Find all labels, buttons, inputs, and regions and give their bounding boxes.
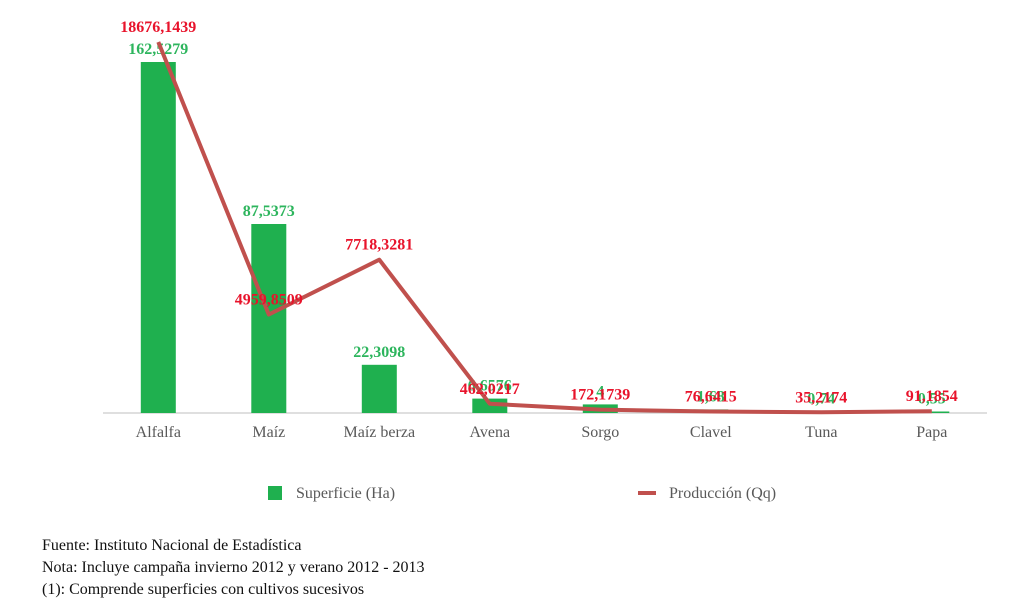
line-group: 18676,1439 4959,8509 7718,3281 462,0217 172,… — [120, 19, 958, 415]
bar-2 — [361, 364, 397, 413]
notes: Fuente: Instituto Nacional de Estadístic… — [42, 535, 425, 601]
line-value-label-2: 7718,3281 — [345, 237, 413, 254]
line-value-label-0: 18676,1439 — [120, 19, 196, 36]
legend-label-produccion: Producción (Qq) — [669, 485, 776, 502]
bar-1 — [251, 224, 287, 413]
category-label-3: Avena — [470, 424, 511, 441]
category-label-6: Tuna — [805, 424, 837, 441]
category-label-5: Clavel — [690, 424, 732, 441]
bar-value-label-1: 87,5373 — [243, 203, 295, 220]
bar-0 — [140, 62, 176, 413]
category-label-2: Maíz berza — [344, 424, 416, 441]
line-value-label-1: 4959,8509 — [235, 292, 303, 309]
category-label-1: Maíz — [252, 424, 285, 441]
note-footnote: (1): Comprende superficies con cultivos … — [42, 581, 365, 598]
line-value-label-4: 172,1739 — [570, 387, 630, 404]
line-value-label-5: 76,6415 — [685, 389, 737, 406]
category-labels: Alfalfa Maíz Maíz berza Avena Sorgo Clavel Tun… — [136, 424, 948, 441]
category-label-4: Sorgo — [581, 424, 619, 441]
bar-value-label-6: 0,74 — [807, 390, 835, 407]
line-value-label-7: 91,1854 — [906, 388, 958, 405]
category-label-0: Alfalfa — [136, 424, 181, 441]
bar-value-label-4: 4 — [596, 383, 604, 400]
category-label-7: Papa — [916, 424, 947, 441]
bar-value-label-2: 22,3098 — [353, 344, 405, 361]
source-note: Fuente: Instituto Nacional de Estadístic… — [42, 537, 302, 554]
bar-value-label-0: 162,5279 — [128, 41, 188, 58]
line-value-label-3: 462,0217 — [460, 381, 520, 398]
legend: Superficie (Ha) Producción (Qq) — [268, 485, 776, 502]
bar-value-label-7: 0,55 — [918, 391, 946, 408]
legend-label-superficie: Superficie (Ha) — [296, 485, 395, 502]
note-campaign: Nota: Incluye campaña invierno 2012 y ve… — [42, 559, 425, 576]
legend-swatch-superficie — [268, 486, 282, 500]
bar-value-label-5: 1,68 — [697, 388, 725, 405]
production-line — [156, 41, 932, 415]
line-value-label-6: 35,2174 — [795, 389, 847, 406]
